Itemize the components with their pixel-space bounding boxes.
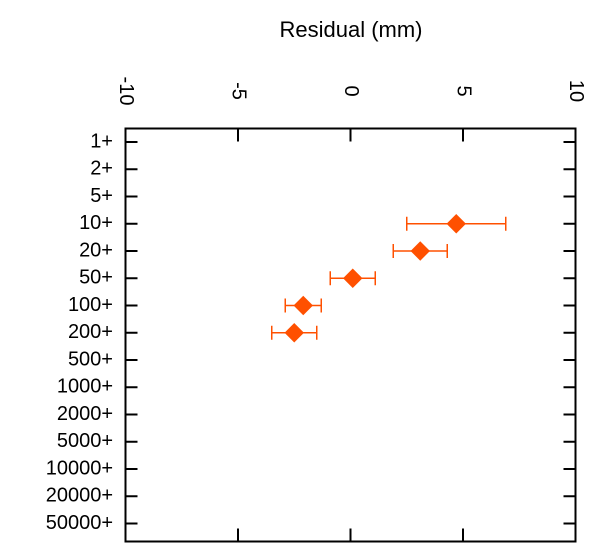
y-tick-label-11: 5000+ [57,430,113,452]
x-tick-label-4: 10 [565,80,587,102]
y-tick-label-13: 20000+ [46,485,113,507]
x-tick-label-3: 5 [453,85,475,96]
x-tick-label-1: -5 [228,82,250,100]
error-bars [271,216,507,340]
y-tick-labels: 1+ 2+ 5+ 10+ 20+ 50+ 100+ 200+ 500+ 1000+ 2000+ 500… [46,130,113,534]
plot-frame [124,127,577,543]
y-tick-label-7: 200+ [68,321,113,343]
data-point-2 [343,268,363,288]
y-ticks [125,141,576,525]
data-point-4 [284,323,304,343]
y-tick-label-12: 10000+ [46,457,113,479]
y-tick-label-1: 2+ [90,158,113,180]
x-tick-label-0: -10 [115,77,137,106]
x-ticks [124,128,577,542]
data-points [284,214,466,343]
y-tick-label-3: 10+ [79,212,113,234]
data-point-3 [293,295,313,316]
y-tick-label-6: 100+ [68,294,113,316]
x-tick-label-2: 0 [340,85,362,96]
y-tick-label-10: 2000+ [57,403,113,425]
data-point-0 [446,214,466,234]
x-axis-title: Residual (mm) [279,17,422,42]
x-tick-labels: -10 -5 0 5 10 [115,77,587,106]
y-tick-label-8: 500+ [68,348,113,370]
y-tick-label-4: 20+ [79,239,113,261]
y-tick-label-5: 50+ [79,267,113,289]
data-point-1 [410,241,430,261]
y-tick-label-9: 1000+ [57,376,113,398]
y-tick-label-2: 5+ [90,185,113,207]
y-tick-label-0: 1+ [90,130,113,152]
y-tick-label-14: 50000+ [46,512,113,534]
